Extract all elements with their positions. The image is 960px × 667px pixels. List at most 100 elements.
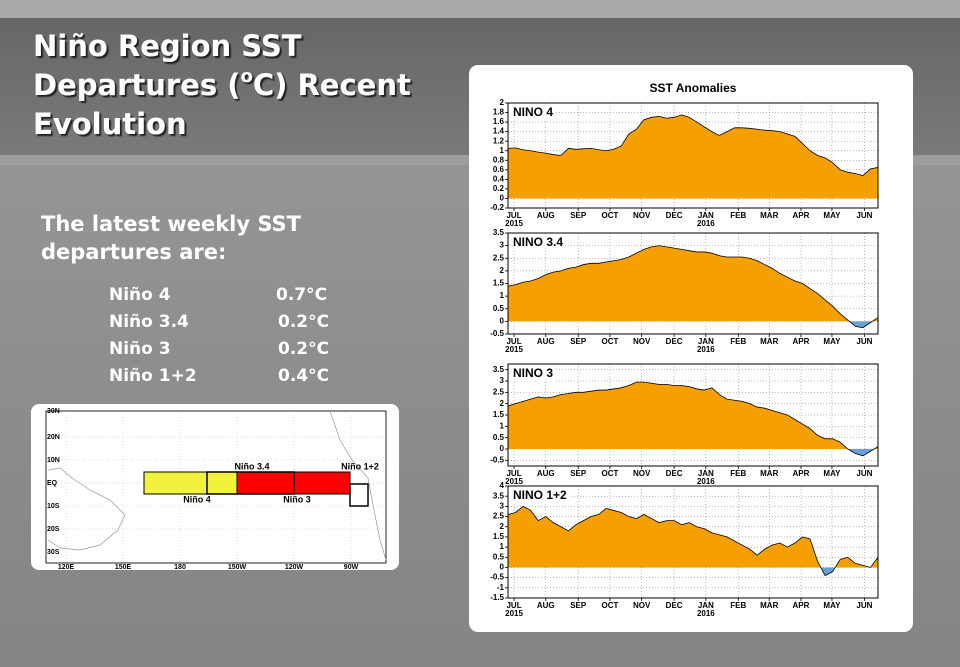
x-tick-label: OCT (601, 337, 618, 346)
y-tick-label: 0.5 (493, 552, 505, 561)
x-tick-label: APR (793, 337, 810, 346)
x-tick-label: AUG (537, 601, 555, 610)
y-tick-label: 1 (500, 421, 505, 430)
year-label: 2015 (505, 219, 523, 228)
year-label: 2016 (697, 477, 715, 486)
chart-card (469, 65, 913, 632)
row-label: Niño 4 (109, 285, 171, 305)
y-tick-label: 1.8 (493, 108, 505, 117)
y-tick-label: 0.5 (493, 304, 505, 313)
row-value: 0.4°C (278, 366, 329, 386)
x-tick-label: OCT (601, 469, 618, 478)
year-label: 2015 (505, 345, 523, 354)
y-tick-label: 1.2 (493, 136, 505, 145)
y-tick-label: 0.5 (493, 433, 505, 442)
region-label: Niño 4 (183, 494, 211, 504)
year-label: 2015 (505, 477, 523, 486)
y-tick-label: 2 (500, 266, 505, 275)
area-positive (508, 506, 878, 568)
series-line (507, 114, 879, 176)
y-tick-label: 3 (500, 241, 505, 250)
x-tick-label: MAR (760, 337, 778, 346)
x-tick-label: FEB (730, 337, 746, 346)
y-tick-label: 0.8 (493, 155, 505, 164)
x-tick-label: JAN (698, 469, 714, 478)
region-label: Niño 3 (283, 494, 311, 504)
x-tick-label: JAN (698, 601, 714, 610)
y-tick-label: 3 (500, 501, 505, 510)
series-line (507, 505, 879, 577)
title-line: Departures (oC) Recent (33, 66, 411, 102)
y-tick-label: -1 (497, 583, 505, 592)
y-tick-label: 1 (500, 146, 505, 155)
x-tick-label: AUG (537, 211, 555, 220)
y-tick-label: -1.5 (490, 593, 504, 602)
year-label: 2016 (697, 609, 715, 618)
nino34-box (206, 471, 295, 495)
lat-label: 30S (47, 549, 60, 556)
lat-label: 20S (47, 526, 60, 533)
region-label: Niño 1+2 (341, 461, 379, 471)
x-tick-label: JUN (856, 211, 872, 220)
series-line (507, 381, 879, 457)
label-bg (511, 104, 556, 121)
lon-label: 120W (285, 564, 304, 571)
y-tick-label: 1.5 (493, 410, 505, 419)
x-tick-label: FEB (730, 469, 746, 478)
x-tick-label: APR (793, 601, 810, 610)
x-tick-label: AUG (537, 337, 555, 346)
year-label: 2016 (697, 345, 715, 354)
title: Niño Region SST Departures (oC) Recent E… (33, 29, 411, 141)
row-value: 0.2°C (278, 339, 329, 359)
x-tick-label: FEB (730, 211, 746, 220)
x-tick-label: AUG (537, 469, 555, 478)
x-tick-label: NOV (633, 211, 651, 220)
x-tick-label: APR (793, 469, 810, 478)
y-tick-label: 2.5 (493, 512, 505, 521)
x-tick-label: MAR (760, 469, 778, 478)
x-tick-label: SEP (570, 469, 587, 478)
y-tick-label: 2 (500, 399, 505, 408)
x-tick-label: MAR (760, 601, 778, 610)
y-tick-label: 1.5 (493, 532, 505, 541)
plot-frame (507, 363, 879, 467)
row-label: Niño 3.4 (109, 312, 189, 332)
x-tick-label: FEB (730, 601, 746, 610)
x-tick-label: JUL (506, 211, 521, 220)
area-positive (508, 382, 878, 449)
lon-label: 120E (58, 564, 75, 571)
y-tick-label: 0.6 (493, 165, 505, 174)
y-tick-label: 3 (500, 376, 505, 385)
year-label: 2015 (505, 609, 523, 618)
title-line: Evolution (33, 107, 187, 141)
year-label: 2016 (697, 219, 715, 228)
series-line (507, 245, 879, 329)
x-tick-label: JAN (698, 337, 714, 346)
x-tick-label: OCT (601, 601, 618, 610)
nino12-box (349, 483, 369, 507)
y-tick-label: 1.6 (493, 117, 505, 126)
lon-label: 180 (174, 564, 186, 571)
x-tick-label: SEP (570, 601, 587, 610)
x-tick-label: JUL (506, 601, 521, 610)
x-tick-label: JAN (698, 211, 714, 220)
nino4-box (143, 471, 238, 495)
x-tick-label: APR (793, 211, 810, 220)
lat-label: 20N (47, 434, 60, 441)
label-bg (511, 234, 566, 251)
x-tick-label: JUN (856, 337, 872, 346)
x-tick-label: SEP (570, 211, 587, 220)
row-label: Niño 3 (109, 339, 171, 359)
label-bg (511, 365, 556, 382)
series-label: NINO 4 (513, 105, 553, 119)
y-tick-label: 1.4 (493, 127, 505, 136)
row-value: 0.7°C (276, 285, 327, 305)
label-bg (511, 487, 570, 504)
x-tick-label: DEC (666, 337, 683, 346)
x-tick-label: JUN (856, 601, 872, 610)
area-positive (508, 245, 878, 322)
x-tick-label: JUL (506, 337, 521, 346)
lat-label: EQ (47, 480, 58, 487)
region-label: Niño 3.4 (234, 461, 269, 471)
